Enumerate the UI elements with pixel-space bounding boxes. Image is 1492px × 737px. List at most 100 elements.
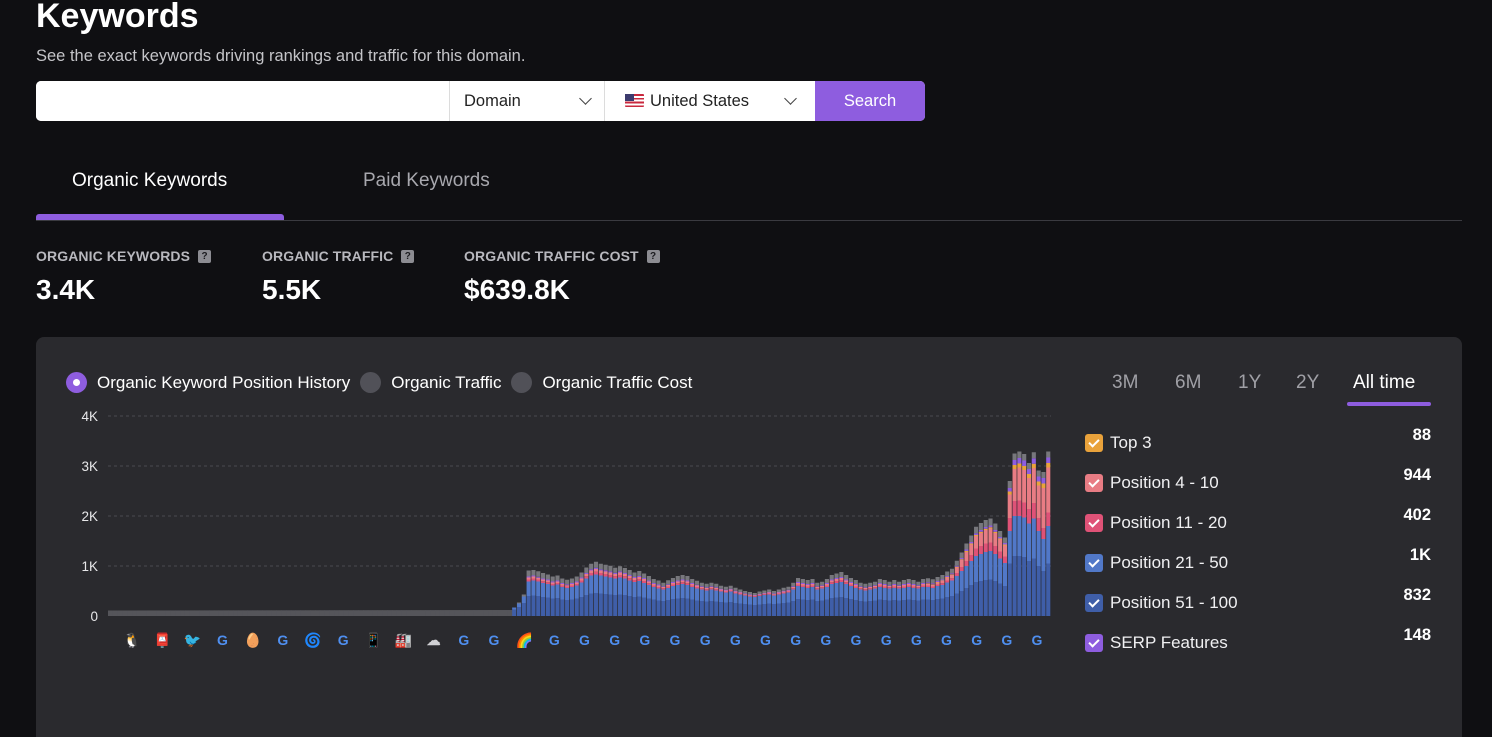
chart-bar-segment bbox=[694, 587, 700, 589]
chart-bar bbox=[252, 610, 258, 616]
legend-top-3[interactable]: Top 3 88 bbox=[1085, 423, 1431, 463]
chart-bar-segment bbox=[983, 527, 988, 529]
chart-bar-segment bbox=[810, 585, 815, 587]
chart-bar-segment bbox=[733, 603, 738, 616]
domain-search-input[interactable] bbox=[36, 81, 449, 121]
chart-bar-segment bbox=[670, 583, 676, 585]
chart-bar-segment bbox=[800, 599, 805, 616]
chart-bar-segment bbox=[863, 587, 868, 588]
chart-bar-segment bbox=[820, 585, 825, 586]
range-1y[interactable]: 1Y bbox=[1238, 372, 1262, 393]
chart-bar-segment bbox=[516, 602, 522, 604]
chart-bar bbox=[396, 610, 402, 616]
chart-bar-segment bbox=[738, 603, 743, 616]
legend-position-11-20[interactable]: Position 11 - 20 402 bbox=[1085, 503, 1431, 543]
chart-bar bbox=[290, 610, 297, 616]
chart-bar-segment bbox=[579, 578, 584, 581]
chart-bar-segment bbox=[550, 582, 555, 584]
legend-position-21-50[interactable]: Position 21 - 50 1K bbox=[1085, 543, 1431, 583]
chart-bar-segment bbox=[550, 581, 555, 583]
chart-bar-segment bbox=[661, 582, 666, 587]
chart-bar-segment bbox=[834, 597, 839, 616]
chart-bar-segment bbox=[627, 580, 632, 596]
chart-bar-segment bbox=[651, 587, 656, 600]
chart-bar-segment bbox=[844, 580, 849, 583]
chart-bar-segment bbox=[569, 583, 574, 584]
legend-position-4-10[interactable]: Position 4 - 10 944 bbox=[1085, 463, 1431, 503]
range-6m[interactable]: 6M bbox=[1175, 372, 1202, 393]
chart-bar-segment bbox=[762, 594, 767, 595]
chart-bar-segment bbox=[574, 584, 579, 586]
chart-bar-segment bbox=[776, 594, 781, 604]
chart-bar-segment bbox=[690, 587, 695, 600]
keyword-tabs: Organic Keywords Paid Keywords bbox=[36, 150, 1462, 221]
chart-bar-segment bbox=[916, 585, 921, 586]
country-select[interactable]: United States bbox=[604, 81, 815, 121]
search-button[interactable]: Search bbox=[815, 81, 925, 121]
chart-bar-segment bbox=[791, 601, 796, 616]
chart-bar-segment bbox=[1012, 469, 1017, 501]
chart-bar-segment bbox=[675, 580, 680, 582]
chart-bar-segment bbox=[998, 538, 1003, 540]
chart-bar-segment bbox=[550, 585, 555, 599]
chart-bar-segment bbox=[930, 579, 935, 584]
chart-bar-segment bbox=[897, 585, 902, 586]
chart-bar-segment bbox=[617, 566, 623, 572]
chart-bar bbox=[165, 610, 171, 616]
chart-bar-segment bbox=[776, 589, 781, 592]
chart-bar-segment bbox=[651, 584, 656, 586]
option-organic-traffic[interactable]: Organic Traffic bbox=[360, 372, 501, 393]
chart-bar-segment bbox=[738, 592, 743, 594]
legend-position-51-100[interactable]: Position 51 - 100 832 bbox=[1085, 583, 1431, 623]
range-2y[interactable]: 2Y bbox=[1296, 372, 1320, 393]
chart-bar-segment bbox=[767, 594, 772, 604]
chart-bar-segment bbox=[858, 601, 863, 616]
range-all-time[interactable]: All time bbox=[1353, 372, 1416, 393]
legend-label: Position 11 - 20 bbox=[1110, 513, 1227, 532]
chart-bar-segment bbox=[1017, 467, 1022, 501]
option-traffic-cost[interactable]: Organic Traffic Cost bbox=[511, 372, 692, 393]
tab-organic-keywords[interactable]: Organic Keywords bbox=[72, 170, 228, 191]
chart-bar-segment bbox=[1031, 463, 1036, 468]
chart-bar-segment bbox=[916, 588, 921, 601]
chart-bar-segment bbox=[998, 539, 1003, 552]
chart-bar-segment bbox=[651, 585, 656, 587]
option-position-history[interactable]: Organic Keyword Position History bbox=[66, 372, 350, 393]
chart-bar-segment bbox=[569, 584, 574, 586]
chart-bar-segment bbox=[723, 592, 728, 603]
legend-serp-features[interactable]: SERP Features 148 bbox=[1085, 623, 1431, 663]
chart-bar-segment bbox=[892, 600, 897, 616]
chart-bar-segment bbox=[560, 599, 565, 616]
chart-bar-segment bbox=[1041, 571, 1046, 616]
help-icon[interactable]: ? bbox=[401, 249, 415, 263]
chart-bar-segment bbox=[853, 600, 858, 616]
chart-bar-segment bbox=[589, 575, 594, 594]
chart-bar-segment bbox=[622, 576, 627, 579]
chart-bar bbox=[367, 610, 374, 616]
chart-bar-segment bbox=[921, 585, 926, 587]
chart-bar-segment bbox=[964, 551, 969, 552]
help-icon[interactable]: ? bbox=[198, 249, 212, 263]
chart-bar-segment bbox=[781, 591, 786, 593]
chart-bar-segment bbox=[993, 533, 998, 546]
stat-label: ORGANIC KEYWORDS bbox=[36, 248, 191, 264]
help-icon[interactable]: ? bbox=[646, 249, 660, 263]
chart-bar-segment bbox=[810, 584, 815, 586]
chart-bar-segment bbox=[579, 572, 584, 578]
tab-paid-keywords[interactable]: Paid Keywords bbox=[363, 170, 490, 191]
chart-bar-segment bbox=[959, 559, 964, 560]
chart-bar-segment bbox=[978, 581, 983, 616]
timeline-event-icon: G bbox=[338, 632, 349, 648]
chart-bar-segment bbox=[536, 596, 541, 616]
legend-value: 88 bbox=[1412, 426, 1431, 444]
range-3m[interactable]: 3M bbox=[1112, 372, 1139, 393]
search-type-select[interactable]: Domain bbox=[449, 81, 604, 121]
chart-bar bbox=[353, 610, 359, 616]
chart-bar-segment bbox=[728, 591, 733, 602]
chart-bar-segment bbox=[993, 531, 998, 533]
legend-value: 944 bbox=[1403, 466, 1431, 484]
chart-bar-segment bbox=[815, 587, 820, 589]
chart-bar-segment bbox=[632, 572, 637, 577]
radio-selected-icon bbox=[66, 372, 87, 393]
legend-label: Position 4 - 10 bbox=[1110, 473, 1219, 492]
